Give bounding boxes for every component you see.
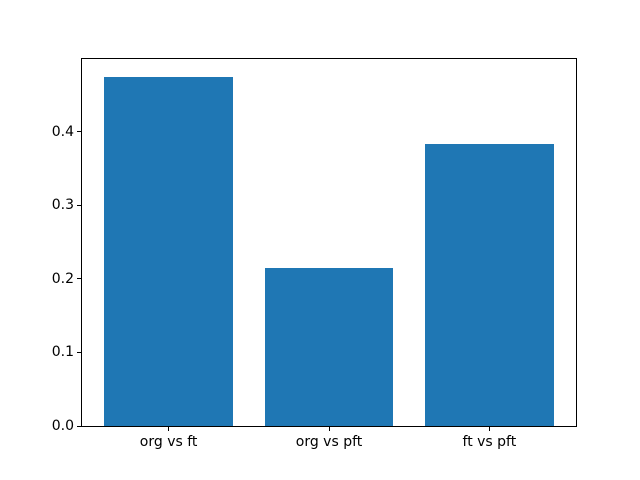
- y-axis-tick-label: 0.1: [51, 344, 74, 361]
- y-axis-tick: [77, 351, 82, 353]
- y-axis-tick: [77, 204, 82, 206]
- bar-ft-vs-pft: [425, 143, 554, 426]
- plot-area: org vs ft org vs pft ft vs pft 0.0 0.1 0.2 0.3…: [52, 58, 577, 449]
- x-axis-tick: [168, 426, 170, 431]
- y-axis-tick: [77, 278, 82, 280]
- x-axis-tick-label: ft vs pft: [462, 434, 517, 450]
- y-axis-tick-label: 0.3: [51, 197, 74, 214]
- x-axis-tick: [328, 426, 330, 431]
- y-axis-tick: [77, 425, 82, 427]
- y-axis-tick-label: 0.0: [51, 418, 74, 434]
- x-axis-tick-label: org vs ft: [139, 434, 198, 450]
- y-axis-tick: [77, 131, 82, 133]
- x-axis-tick-label: org vs pft: [295, 434, 363, 450]
- bar-org-vs-pft: [264, 267, 394, 426]
- x-axis-tick: [488, 426, 490, 431]
- y-axis-tick-label: 0.2: [51, 270, 74, 287]
- y-axis-tick-label: 0.4: [51, 123, 74, 140]
- bar-org-vs-ft: [104, 76, 233, 426]
